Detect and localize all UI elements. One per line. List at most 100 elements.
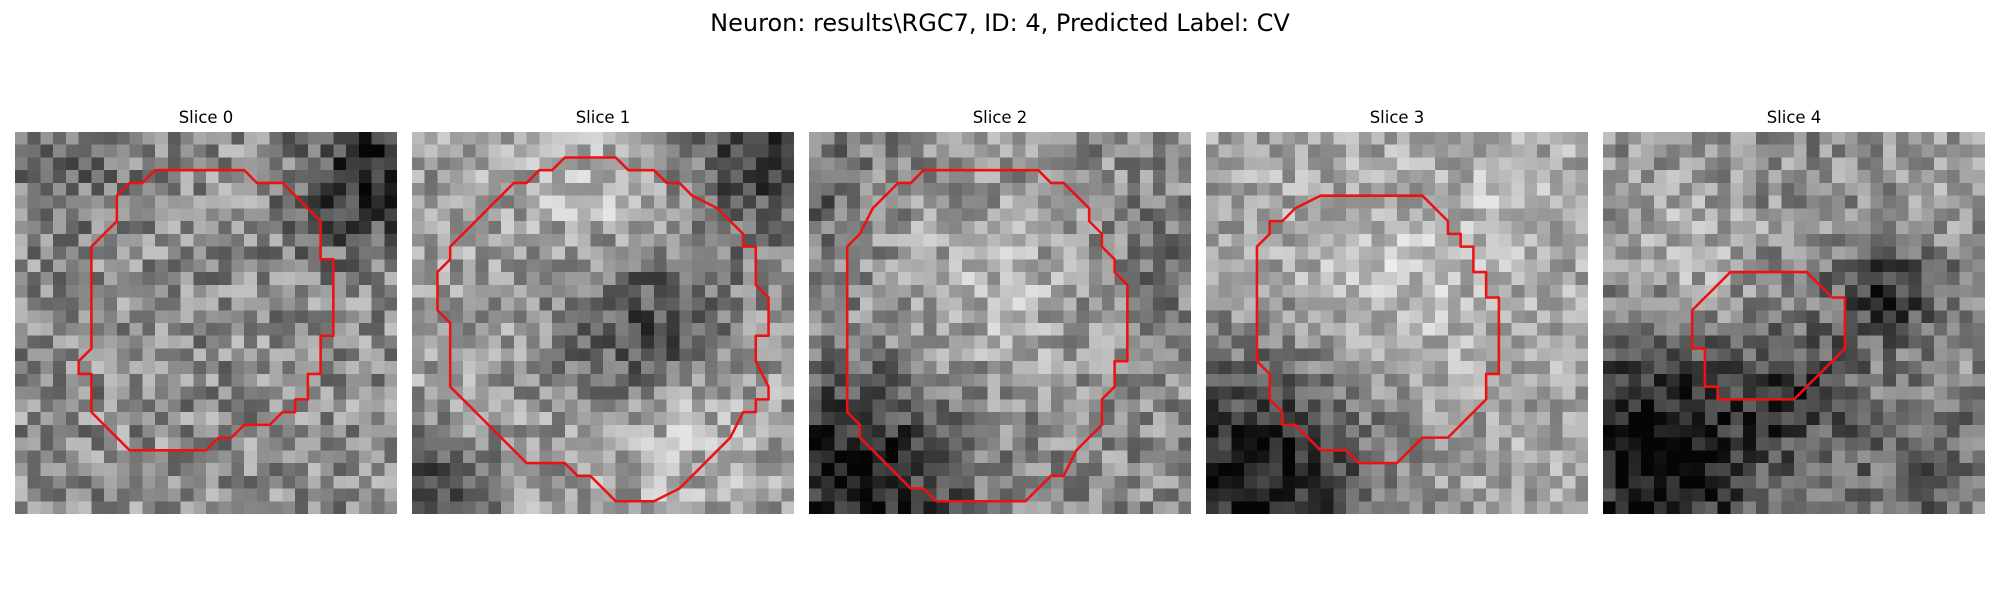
- pixel: [885, 208, 899, 222]
- pixel: [295, 310, 309, 324]
- pixel: [501, 361, 515, 375]
- pixel: [974, 412, 988, 426]
- pixel: [1012, 233, 1026, 247]
- pixel: [1063, 348, 1077, 362]
- pixel: [1076, 412, 1090, 426]
- pixel: [1025, 170, 1039, 184]
- pixel: [269, 475, 283, 489]
- pixel: [501, 259, 515, 273]
- pixel: [577, 284, 591, 298]
- pixel: [1435, 361, 1449, 375]
- pixel: [1959, 348, 1973, 362]
- pixel: [1781, 144, 1795, 158]
- pixel: [564, 170, 578, 184]
- pixel: [129, 450, 143, 464]
- pixel: [1844, 208, 1858, 222]
- pixel: [859, 284, 873, 298]
- pixel: [1794, 170, 1807, 184]
- pixel: [1844, 412, 1858, 426]
- pixel: [834, 195, 848, 209]
- pixel: [1050, 501, 1064, 514]
- pixel: [65, 221, 79, 235]
- pixel: [1972, 399, 1985, 413]
- pixel: [384, 284, 397, 298]
- pixel: [910, 233, 924, 247]
- pixel: [1165, 284, 1179, 298]
- pixel: [1486, 132, 1500, 145]
- pixel: [65, 373, 79, 387]
- pixel: [193, 297, 207, 311]
- pixel: [320, 246, 334, 260]
- pixel: [1603, 399, 1616, 413]
- pixel: [1269, 297, 1283, 311]
- pixel: [1050, 323, 1064, 336]
- pixel: [1498, 195, 1512, 209]
- pixel: [218, 335, 232, 349]
- pixel: [539, 233, 553, 247]
- pixel: [1397, 259, 1410, 273]
- pixel: [1806, 195, 1820, 209]
- pixel: [539, 399, 553, 413]
- pixel: [1114, 297, 1128, 311]
- pixel: [539, 284, 553, 298]
- pixel: [781, 373, 794, 387]
- pixel: [1908, 233, 1922, 247]
- pixel: [564, 132, 578, 145]
- pixel: [1231, 450, 1245, 464]
- pixel: [1435, 310, 1449, 324]
- pixel: [40, 335, 54, 349]
- pixel: [987, 132, 1001, 145]
- pixel: [1575, 399, 1588, 413]
- pixel: [206, 233, 219, 247]
- pixel: [1666, 272, 1680, 286]
- pixel: [501, 170, 515, 184]
- pixel: [1743, 361, 1757, 375]
- pixel: [53, 424, 67, 438]
- pixel: [1628, 284, 1642, 298]
- pixel: [218, 157, 232, 171]
- pixel: [307, 450, 321, 464]
- pixel: [1447, 195, 1461, 209]
- pixel: [462, 208, 476, 222]
- pixel: [1346, 182, 1360, 196]
- pixel: [730, 297, 744, 311]
- pixel: [1704, 361, 1718, 375]
- pixel: [180, 310, 194, 324]
- pixel: [412, 437, 425, 451]
- pixel: [872, 272, 886, 286]
- pixel: [1794, 399, 1807, 413]
- pixel: [1615, 348, 1629, 362]
- pixel: [1050, 170, 1064, 184]
- pixel: [834, 246, 848, 260]
- pixel: [1358, 335, 1372, 349]
- pixel: [1498, 463, 1512, 477]
- pixel: [437, 144, 451, 158]
- pixel: [821, 323, 835, 336]
- pixel: [1819, 373, 1833, 387]
- pixel: [628, 259, 642, 273]
- pixel: [1038, 412, 1052, 426]
- pixel: [91, 144, 105, 158]
- pixel: [1549, 259, 1563, 273]
- pixel: [987, 488, 1001, 502]
- pixel: [1857, 386, 1871, 400]
- pixel: [1870, 310, 1884, 324]
- pixel: [1409, 246, 1423, 260]
- pixel: [768, 412, 782, 426]
- pixel: [834, 233, 848, 247]
- pixel: [1358, 284, 1372, 298]
- pixel: [872, 310, 886, 324]
- pixel: [1371, 335, 1385, 349]
- pixel: [898, 182, 912, 196]
- pixel: [256, 195, 270, 209]
- pixel: [424, 297, 438, 311]
- pixel: [1549, 424, 1563, 438]
- pixel: [577, 221, 591, 235]
- pixel: [834, 386, 848, 400]
- pixel: [1895, 424, 1909, 438]
- pixel: [1641, 424, 1655, 438]
- pixel: [206, 259, 219, 273]
- pixel: [218, 272, 232, 286]
- pixel: [1231, 182, 1245, 196]
- pixel: [1231, 195, 1245, 209]
